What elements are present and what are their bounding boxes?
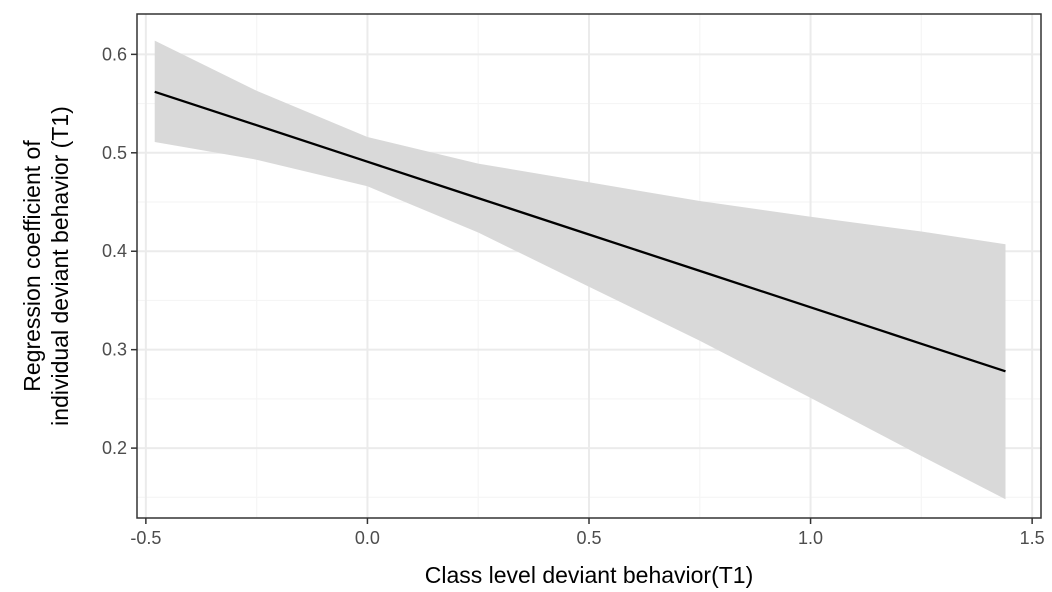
x-axis-title: Class level deviant behavior(T1): [425, 562, 754, 588]
y-tick-label-2: 0.4: [102, 241, 127, 261]
confidence-band-0: [154, 40, 1006, 500]
regression-line-layer: [154, 90, 1006, 373]
x-tick-label-2: 0.5: [576, 528, 601, 548]
x-tick-label-1: 0.0: [355, 528, 380, 548]
y-axis-title-line-2: individual deviant behavior (T1): [47, 106, 73, 426]
x-tick-label-3: 1.0: [798, 528, 823, 548]
x-axis-ticks: -0.5 0.0 0.5 1.0 1.5: [130, 518, 1045, 548]
y-axis-ticks: 0.2 0.3 0.4 0.5 0.6: [102, 44, 137, 458]
y-tick-label-0: 0.2: [102, 438, 127, 458]
y-axis-title-line-1: Regression coefficient of: [19, 140, 45, 392]
x-tick-label-0: -0.5: [130, 528, 161, 548]
y-tick-label-3: 0.5: [102, 143, 127, 163]
x-tick-label-4: 1.5: [1020, 528, 1045, 548]
y-tick-label-1: 0.3: [102, 340, 127, 360]
regression-line-0: [154, 90, 1006, 373]
y-tick-label-4: 0.6: [102, 44, 127, 64]
confidence-band-layer: [154, 40, 1006, 500]
